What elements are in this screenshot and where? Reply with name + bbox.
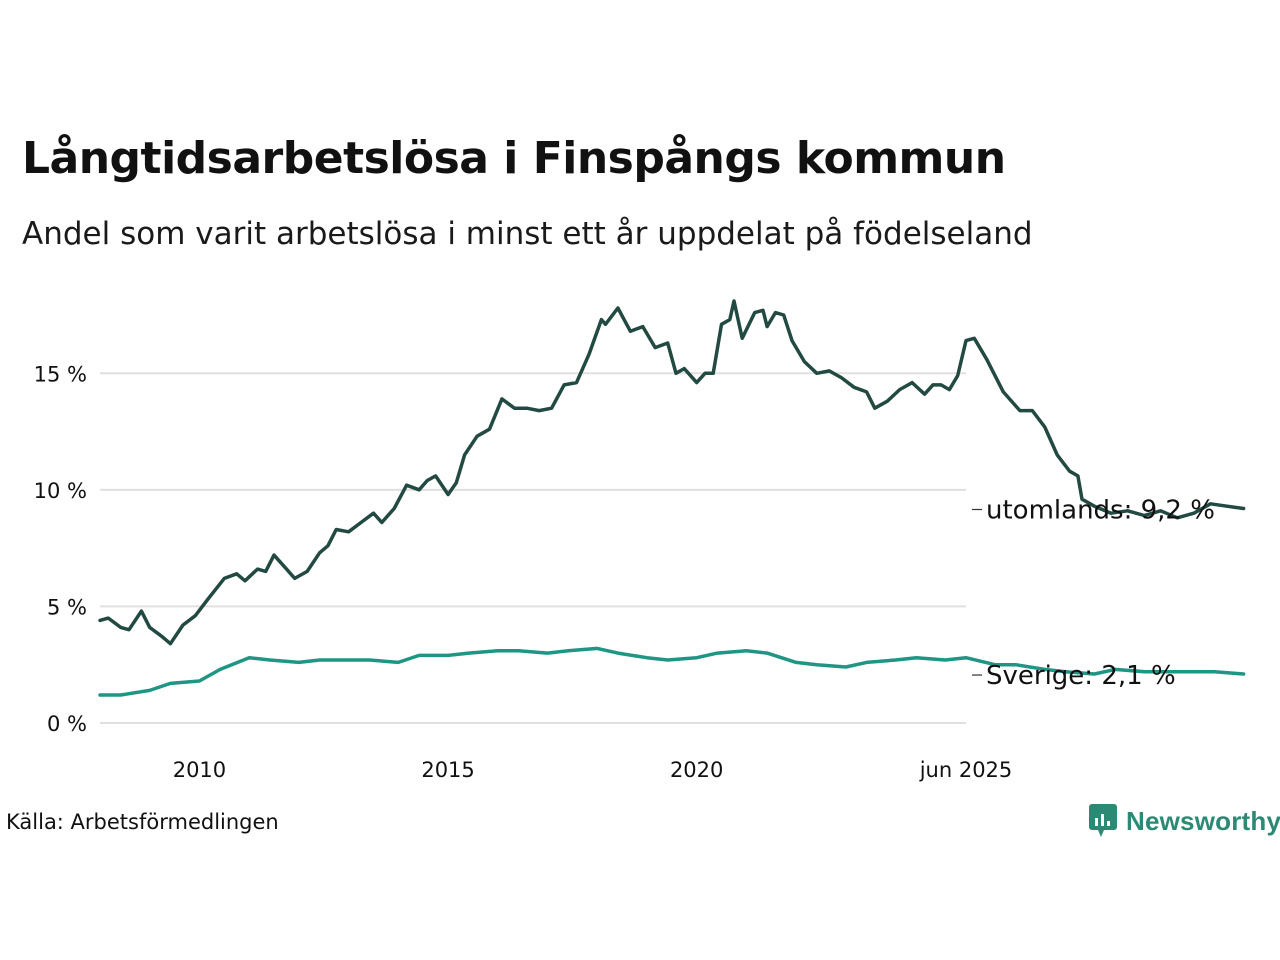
chart-title: Långtidsarbetslösa i Finspångs kommun	[22, 133, 1006, 184]
x-tick-label: 2010	[173, 758, 226, 782]
y-tick-label: 10 %	[34, 479, 87, 503]
y-tick-label: 5 %	[47, 595, 87, 619]
x-tick-label: jun 2025	[919, 758, 1013, 782]
chart-subtitle: Andel som varit arbetslösa i minst ett å…	[22, 216, 1033, 252]
y-axis-tick-labels: 0 % 5 % 10 % 15 %	[34, 362, 87, 736]
newsworthy-brand[interactable]: Newsworthy	[1088, 803, 1280, 839]
brand-name: Newsworthy	[1126, 805, 1280, 836]
series-end-labels: utomlands: 9,2 % Sverige: 2,1 %	[972, 495, 1215, 691]
series-line-utomlands	[98, 299, 1246, 646]
series-lines	[98, 299, 1246, 697]
newsworthy-logo-icon	[1089, 804, 1117, 837]
x-axis-tick-labels: 2010 2015 2020 jun 2025	[173, 758, 1013, 782]
series-end-label-utomlands: utomlands: 9,2 %	[986, 495, 1215, 525]
source-note: Källa: Arbetsförmedlingen	[6, 810, 279, 834]
y-tick-label: 0 %	[47, 712, 87, 736]
gridlines	[100, 372, 966, 724]
series-end-label-sverige: Sverige: 2,1 %	[986, 661, 1176, 691]
y-tick-label: 15 %	[34, 362, 87, 386]
x-tick-label: 2015	[421, 758, 474, 782]
series-line-sverige	[98, 646, 1246, 697]
x-tick-label: 2020	[670, 758, 723, 782]
